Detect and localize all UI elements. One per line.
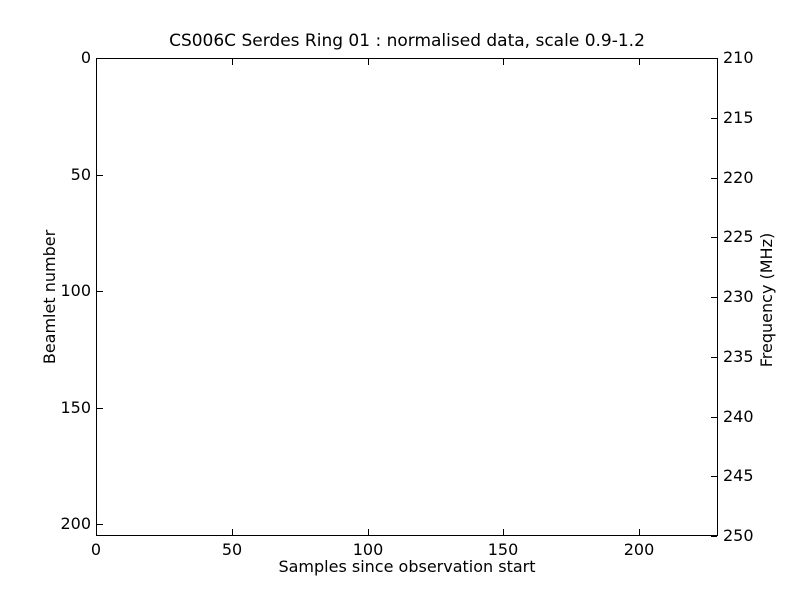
y-right-tick-label: 210 (723, 48, 754, 67)
y-right-tick-mark (711, 536, 717, 537)
y-right-tick-label: 220 (723, 168, 754, 187)
plot-area (96, 58, 718, 536)
y-left-tick-label: 0 (80, 48, 91, 67)
x-axis-label: Samples since observation start (278, 557, 536, 576)
chart-title: CS006C Serdes Ring 01 : normalised data,… (169, 31, 645, 51)
y-left-tick-label: 200 (60, 514, 91, 533)
y-right-tick-label: 240 (723, 407, 754, 426)
y-right-tick-label: 215 (723, 108, 754, 127)
x-tick-label: 0 (90, 540, 102, 559)
y-right-tick-label: 245 (723, 466, 754, 485)
x-tick-label: 100 (352, 540, 384, 559)
x-tick-label: 200 (623, 540, 655, 559)
y-left-tick-label: 150 (60, 398, 91, 417)
y-axis-label-left: Beamlet number (40, 229, 59, 365)
x-tick-label: 50 (221, 540, 243, 559)
y-left-tick-label: 50 (70, 165, 91, 184)
y-axis-label-right: Frequency (MHz) (757, 232, 776, 368)
y-right-tick-label: 250 (723, 526, 754, 545)
x-tick-label: 150 (487, 540, 519, 559)
